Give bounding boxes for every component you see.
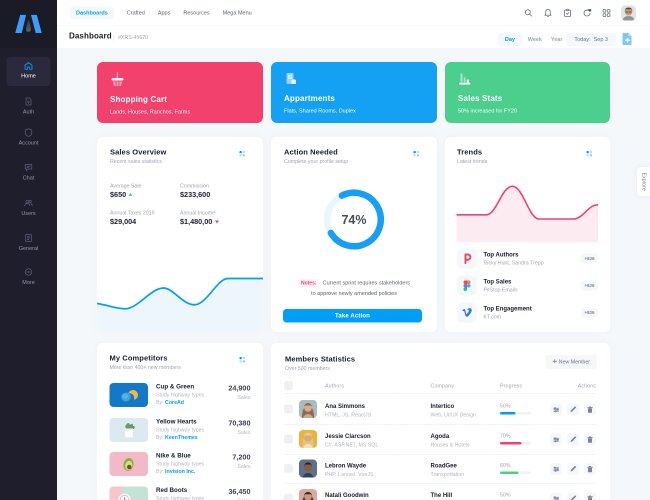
svg-text:74%: 74% [341, 213, 366, 227]
